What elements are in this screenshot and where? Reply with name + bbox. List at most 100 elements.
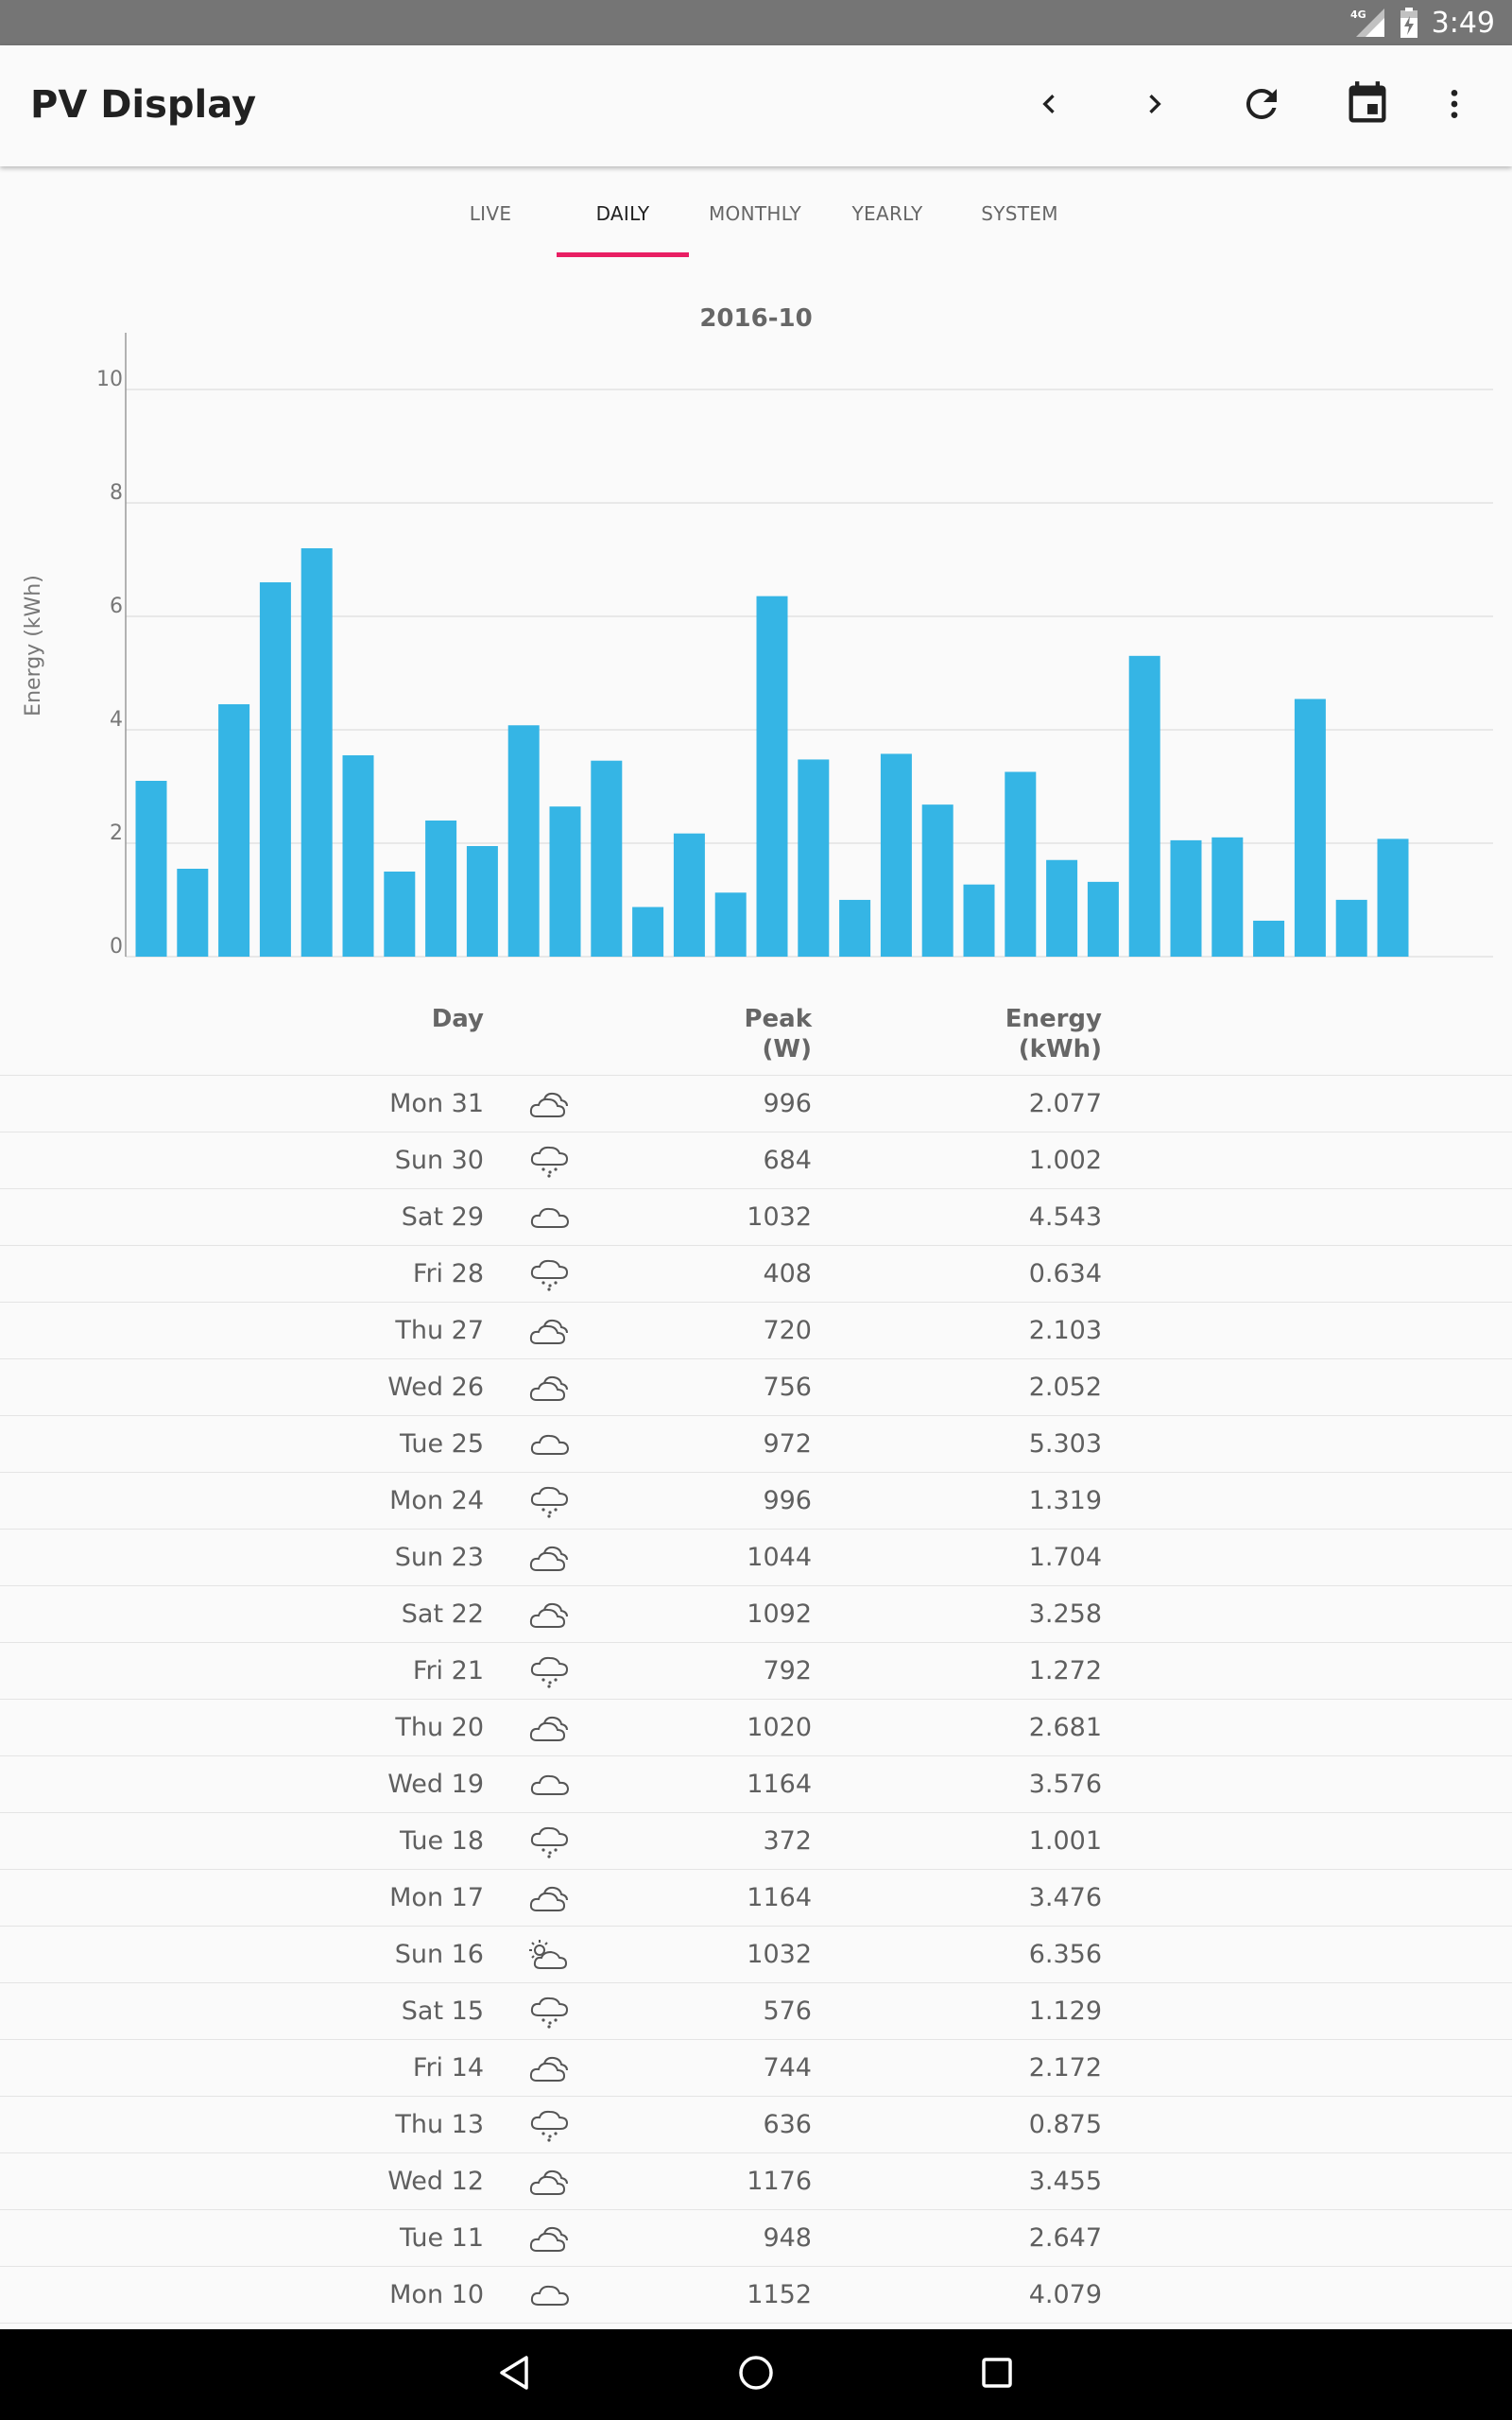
refresh-button[interactable] <box>1231 76 1292 136</box>
cell-day: Wed 26 <box>387 1373 484 1402</box>
chart-bar[interactable] <box>1128 655 1160 957</box>
table-row[interactable]: Fri 28 408 0.634 <box>0 1246 1512 1303</box>
chart-bar[interactable] <box>1253 920 1285 957</box>
cell-peak: 1032 <box>747 1940 812 1969</box>
chart-bar[interactable] <box>921 804 954 957</box>
calendar-button[interactable] <box>1337 76 1398 136</box>
table-row[interactable]: Thu 13 636 0.875 <box>0 2097 1512 2153</box>
chart-bar[interactable] <box>1087 881 1119 957</box>
cell-day: Mon 31 <box>389 1089 484 1118</box>
header-energy: Energy (kWh) <box>945 1004 1102 1064</box>
chart-bar[interactable] <box>342 755 374 957</box>
app-title: PV Display <box>30 83 257 127</box>
chart-bar[interactable] <box>798 759 830 957</box>
chart-bar[interactable] <box>756 596 788 957</box>
table-row[interactable]: Wed 19 1164 3.576 <box>0 1756 1512 1813</box>
cell-peak: 1020 <box>747 1713 812 1742</box>
chart-bar[interactable] <box>259 582 291 957</box>
table-row[interactable]: Sat 15 576 1.129 <box>0 1983 1512 2040</box>
table-row[interactable]: Wed 26 756 2.052 <box>0 1359 1512 1416</box>
chart-bar[interactable] <box>1211 837 1244 957</box>
tab-live[interactable]: LIVE <box>469 202 512 225</box>
chart-bar[interactable] <box>1046 859 1078 957</box>
network-4g-icon: 4G <box>1349 7 1386 39</box>
table-row[interactable]: Sun 30 684 1.002 <box>0 1132 1512 1189</box>
chart-bar[interactable] <box>1294 699 1326 957</box>
chart-bar[interactable] <box>425 821 457 957</box>
cell-day: Mon 17 <box>389 1883 484 1912</box>
cell-day: Sun 16 <box>394 1940 484 1969</box>
table-row[interactable]: Sat 29 1032 4.543 <box>0 1189 1512 1246</box>
refresh-icon <box>1239 81 1284 131</box>
table-row[interactable]: Mon 31 996 2.077 <box>0 1076 1512 1132</box>
table-row[interactable]: Wed 12 1176 3.455 <box>0 2153 1512 2210</box>
table-row[interactable]: Thu 27 720 2.103 <box>0 1303 1512 1359</box>
tab-system[interactable]: SYSTEM <box>981 202 1058 225</box>
chart-y-tick-label: 6 <box>110 595 123 618</box>
nav-back-button[interactable] <box>487 2346 543 2403</box>
table-row[interactable]: Sun 16 1032 6.356 <box>0 1927 1512 1983</box>
cell-day: Tue 18 <box>399 1826 484 1856</box>
nav-home-button[interactable] <box>728 2346 784 2403</box>
rain-icon <box>527 1824 573 1858</box>
cell-energy: 3.455 <box>1028 2167 1102 2196</box>
table-row[interactable]: Sun 23 1044 1.704 <box>0 1530 1512 1586</box>
cell-energy: 0.875 <box>1028 2110 1102 2139</box>
table-row[interactable]: Tue 11 948 2.647 <box>0 2210 1512 2267</box>
chart-bar[interactable] <box>1005 771 1037 957</box>
chart-bar[interactable] <box>507 725 540 957</box>
chart-bar[interactable] <box>1377 838 1409 957</box>
rain-icon <box>527 1257 573 1291</box>
chart-bar[interactable] <box>839 899 871 957</box>
next-button[interactable] <box>1125 76 1185 136</box>
table-row[interactable]: Mon 24 996 1.319 <box>0 1473 1512 1530</box>
chart-bar[interactable] <box>880 753 912 957</box>
chart-y-tick-label: 10 <box>96 368 123 391</box>
cell-peak: 1044 <box>747 1543 812 1572</box>
partly-cloudy-icon <box>527 2165 573 2199</box>
cell-energy: 2.077 <box>1028 1089 1102 1118</box>
tab-monthly[interactable]: MONTHLY <box>708 202 802 225</box>
cell-peak: 792 <box>763 1656 812 1685</box>
chart-bar[interactable] <box>218 704 250 957</box>
table-row[interactable]: Mon 10 1152 4.079 <box>0 2267 1512 2324</box>
battery-charging-icon <box>1400 7 1418 39</box>
chart-bar[interactable] <box>1335 899 1367 957</box>
chart-bar[interactable] <box>301 548 333 957</box>
chart-bar[interactable] <box>135 781 167 957</box>
chart-bar[interactable] <box>549 806 581 957</box>
overflow-menu-button[interactable] <box>1424 76 1485 136</box>
previous-button[interactable] <box>1019 76 1079 136</box>
cell-day: Thu 13 <box>395 2110 484 2139</box>
table-row[interactable]: Sat 22 1092 3.258 <box>0 1586 1512 1643</box>
tab-yearly[interactable]: YEARLY <box>851 202 923 225</box>
cell-peak: 1092 <box>747 1599 812 1629</box>
chart-bar[interactable] <box>1170 839 1202 957</box>
tab-daily[interactable]: DAILY <box>595 202 650 225</box>
table-row[interactable]: Thu 20 1020 2.681 <box>0 1700 1512 1756</box>
cell-day: Mon 24 <box>389 1486 484 1515</box>
sun-cloud-icon <box>527 1938 573 1972</box>
table-header: Day Peak (W) Energy (kWh) <box>0 993 1512 1076</box>
table-row[interactable]: Fri 14 744 2.172 <box>0 2040 1512 2097</box>
table-row[interactable]: Mon 17 1164 3.476 <box>0 1870 1512 1927</box>
table-row[interactable]: Tue 25 972 5.303 <box>0 1416 1512 1473</box>
chart-bar[interactable] <box>632 907 664 958</box>
table-row[interactable]: Fri 21 792 1.272 <box>0 1643 1512 1700</box>
chart-bar[interactable] <box>177 869 209 957</box>
chart-bar[interactable] <box>466 846 498 957</box>
cell-energy: 1.129 <box>1028 1996 1102 2026</box>
chart-bar[interactable] <box>384 872 416 957</box>
cell-day: Sun 30 <box>394 1146 484 1175</box>
chart-bar[interactable] <box>673 833 705 957</box>
chart-bar[interactable] <box>963 884 995 957</box>
table-row[interactable]: Tue 18 372 1.001 <box>0 1813 1512 1870</box>
tab-bar: LIVE DAILY MONTHLY YEARLY SYSTEM <box>0 170 1512 257</box>
chart-y-tick-label: 8 <box>110 481 123 505</box>
chart-bar[interactable] <box>714 892 747 957</box>
cell-day: Tue 11 <box>399 2223 484 2253</box>
cell-peak: 1032 <box>747 1202 812 1232</box>
chart-bar[interactable] <box>591 760 623 957</box>
chart-y-tick-label: 0 <box>110 935 123 959</box>
nav-recents-button[interactable] <box>969 2346 1025 2403</box>
